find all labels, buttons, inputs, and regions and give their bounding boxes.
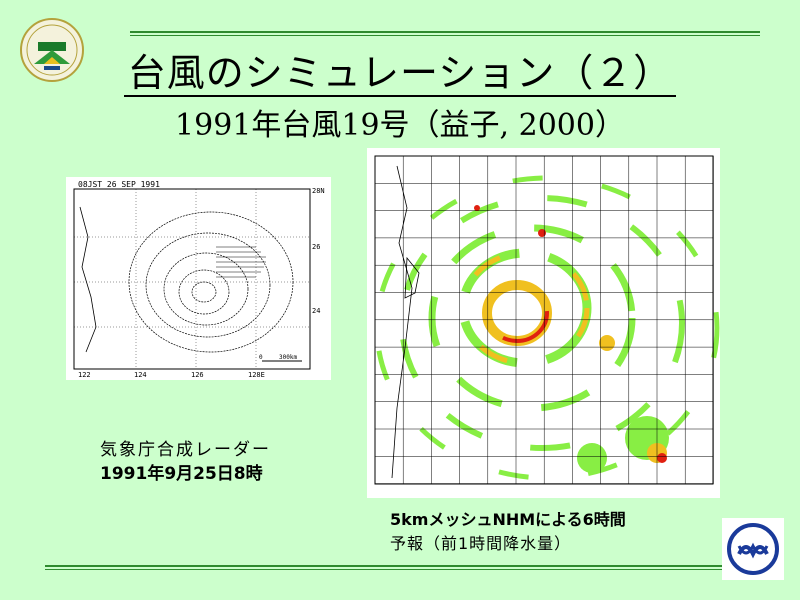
lat-label: 26 (312, 243, 320, 251)
jma-emblem-icon (722, 518, 784, 580)
lon-label: 126 (191, 371, 204, 379)
simulation-image (367, 148, 720, 498)
slide-title: 台風のシミュレーション（２） (0, 42, 800, 97)
lat-label: 24 (312, 307, 320, 315)
bottom-rule-thin (45, 569, 760, 570)
radar-caption-line1: 気象庁合成レーダー (100, 440, 271, 460)
mri-emblem-icon (20, 18, 84, 82)
radar-caption-line2: 1991年9月25日8時 (100, 464, 263, 484)
sim-caption-line2: 予報（前1時間降水量） (390, 534, 572, 553)
radar-image: 08JST 26 SEP 1991 28N 26 24 122 124 126 … (66, 177, 331, 380)
lon-label: 124 (134, 371, 147, 379)
sim-caption: 5kmメッシュNHMによる6時間 予報（前1時間降水量） (390, 508, 626, 556)
radar-header: 08JST 26 SEP 1991 (78, 180, 160, 189)
top-rule-thin (130, 35, 760, 36)
scale-end: 300km (279, 354, 297, 361)
radar-caption: 気象庁合成レーダー 1991年9月25日8時 (100, 438, 271, 486)
slide-subtitle: 1991年台風19号（益子, 2000） (175, 108, 625, 143)
lat-label: 28N (312, 187, 325, 195)
lon-label: 128E (248, 371, 265, 379)
top-rule (130, 31, 760, 33)
scale-start: 0 (259, 354, 263, 361)
lon-label: 122 (78, 371, 91, 379)
sim-caption-line1: 5kmメッシュNHMによる6時間 (390, 510, 626, 529)
bottom-rule (45, 565, 760, 567)
